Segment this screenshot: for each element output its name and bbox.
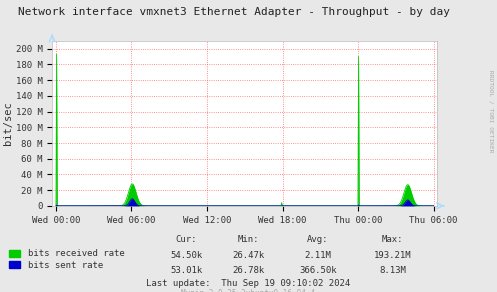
- Text: RRDTOOL / TOBI OETIKER: RRDTOOL / TOBI OETIKER: [489, 70, 494, 152]
- Text: 26.78k: 26.78k: [233, 266, 264, 275]
- Text: Max:: Max:: [382, 235, 404, 244]
- Text: 53.01k: 53.01k: [170, 266, 202, 275]
- Text: Min:: Min:: [238, 235, 259, 244]
- Text: 26.47k: 26.47k: [233, 251, 264, 260]
- Text: 2.11M: 2.11M: [305, 251, 331, 260]
- Legend: bits received rate, bits sent rate: bits received rate, bits sent rate: [9, 249, 124, 270]
- Text: Network interface vmxnet3 Ethernet Adapter - Throughput - by day: Network interface vmxnet3 Ethernet Adapt…: [17, 7, 450, 17]
- Text: Munin 2.0.25-2ubuntu0.16.04.4: Munin 2.0.25-2ubuntu0.16.04.4: [181, 289, 316, 292]
- Text: Last update:  Thu Sep 19 09:10:02 2024: Last update: Thu Sep 19 09:10:02 2024: [147, 279, 350, 288]
- Y-axis label: bit/sec: bit/sec: [3, 102, 13, 145]
- Text: Cur:: Cur:: [175, 235, 197, 244]
- Text: 8.13M: 8.13M: [379, 266, 406, 275]
- Text: 366.50k: 366.50k: [299, 266, 337, 275]
- Text: 54.50k: 54.50k: [170, 251, 202, 260]
- Text: Avg:: Avg:: [307, 235, 329, 244]
- Text: 193.21M: 193.21M: [374, 251, 412, 260]
